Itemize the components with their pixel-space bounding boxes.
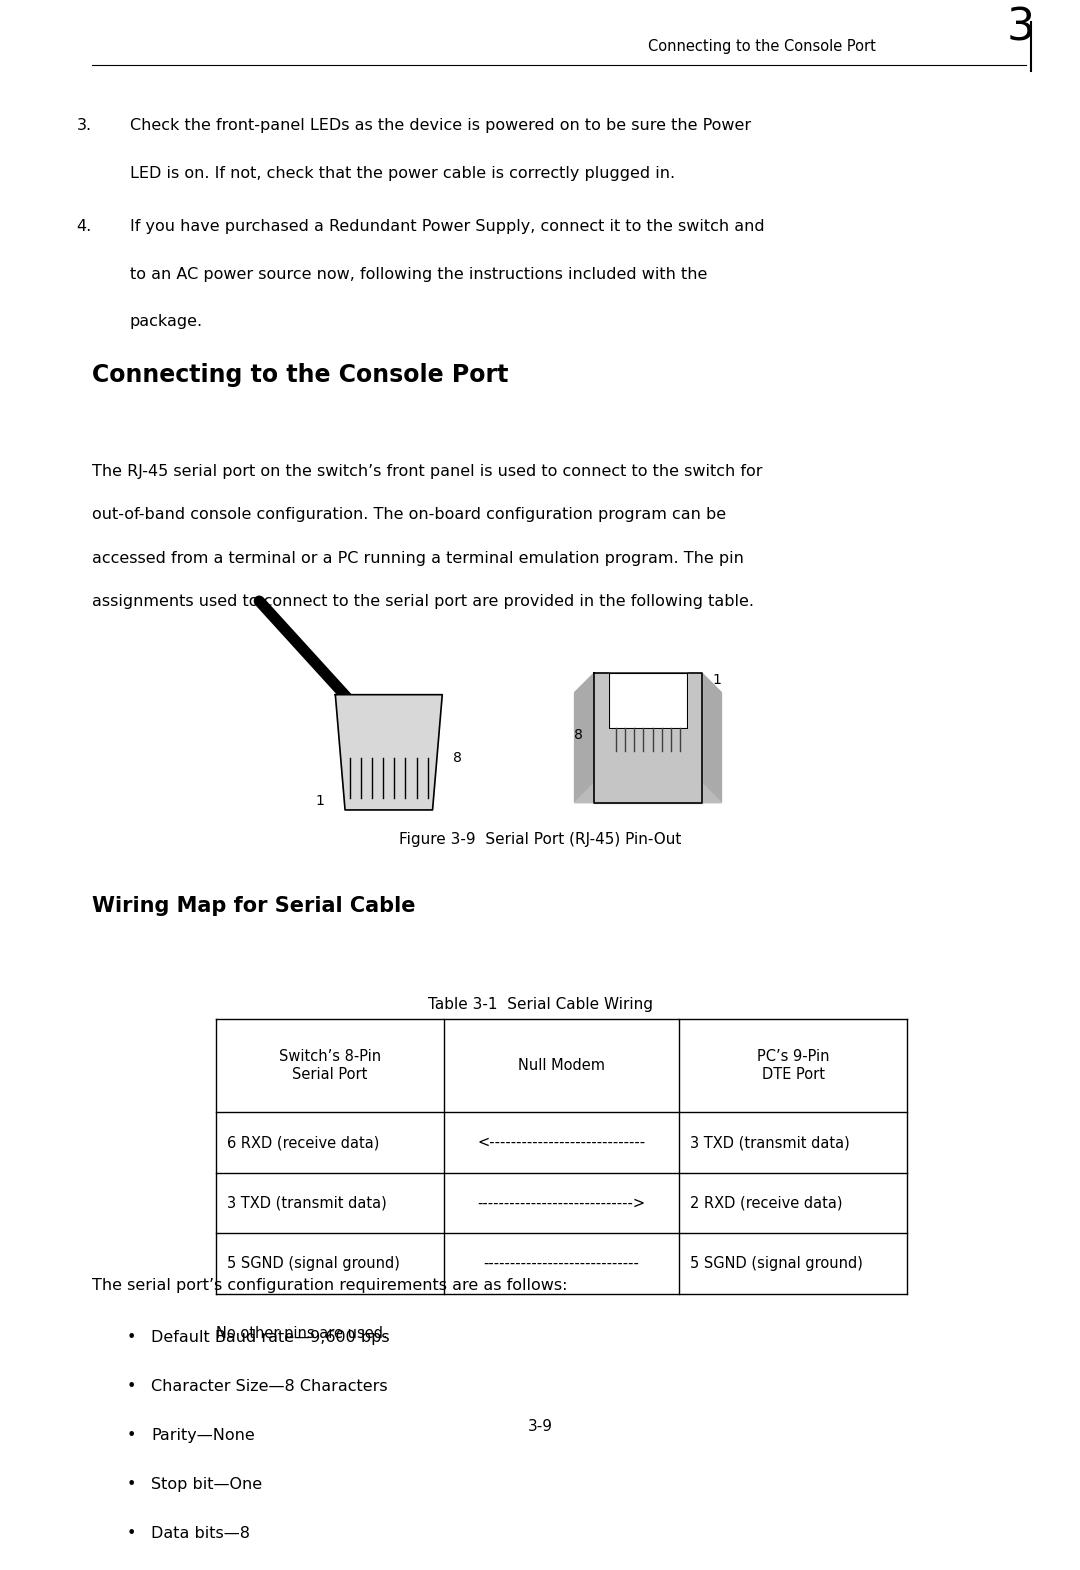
Text: 3 TXD (transmit data): 3 TXD (transmit data) [690,1135,850,1151]
Text: Check the front-panel LEDs as the device is powered on to be sure the Power: Check the front-panel LEDs as the device… [130,118,751,133]
Text: Switch’s 8-Pin
Serial Port: Switch’s 8-Pin Serial Port [279,1049,381,1082]
Text: 5 SGND (signal ground): 5 SGND (signal ground) [690,1256,863,1272]
Text: 3: 3 [1007,6,1035,49]
Text: 8: 8 [454,750,462,765]
Text: package.: package. [130,314,203,330]
Text: Connecting to the Console Port: Connecting to the Console Port [92,363,509,388]
Text: Default Baud rate—9,600 bps: Default Baud rate—9,600 bps [151,1330,390,1345]
Text: Figure 3-9  Serial Port (RJ-45) Pin-Out: Figure 3-9 Serial Port (RJ-45) Pin-Out [399,832,681,846]
Text: •: • [127,1378,136,1394]
Text: Connecting to the Console Port: Connecting to the Console Port [648,39,876,53]
Text: Parity—None: Parity—None [151,1429,255,1443]
Text: 3.: 3. [77,118,92,133]
Text: ----------------------------->: -----------------------------> [477,1196,646,1210]
Text: out-of-band console configuration. The on-board configuration program can be: out-of-band console configuration. The o… [92,507,726,523]
Text: Character Size—8 Characters: Character Size—8 Characters [151,1378,388,1394]
Polygon shape [594,674,702,802]
Text: •: • [127,1477,136,1492]
Text: 1: 1 [713,674,721,688]
Text: The RJ-45 serial port on the switch’s front panel is used to connect to the swit: The RJ-45 serial port on the switch’s fr… [92,465,762,479]
Text: 1: 1 [315,794,324,809]
Polygon shape [609,674,687,727]
Text: Data bits—8: Data bits—8 [151,1526,251,1540]
Polygon shape [575,783,721,802]
Text: 5 SGND (signal ground): 5 SGND (signal ground) [227,1256,400,1272]
Text: to an AC power source now, following the instructions included with the: to an AC power source now, following the… [130,267,707,281]
Text: PC’s 9-Pin
DTE Port: PC’s 9-Pin DTE Port [757,1049,829,1082]
Text: 4.: 4. [77,220,92,234]
Text: 2 RXD (receive data): 2 RXD (receive data) [690,1196,842,1210]
Polygon shape [335,694,443,810]
Text: •: • [127,1526,136,1540]
Text: Table 3-1  Serial Cable Wiring: Table 3-1 Serial Cable Wiring [428,997,652,1013]
Text: Stop bit—One: Stop bit—One [151,1477,262,1492]
Text: -----------------------------: ----------------------------- [484,1256,639,1272]
Text: accessed from a terminal or a PC running a terminal emulation program. The pin: accessed from a terminal or a PC running… [92,551,744,565]
Text: 3-9: 3-9 [527,1419,553,1435]
Text: assignments used to connect to the serial port are provided in the following tab: assignments used to connect to the seria… [92,593,754,609]
Text: No other pins are used.: No other pins are used. [216,1325,388,1341]
Text: •: • [127,1429,136,1443]
Text: LED is on. If not, check that the power cable is correctly plugged in.: LED is on. If not, check that the power … [130,166,675,181]
Text: 6 RXD (receive data): 6 RXD (receive data) [227,1135,379,1151]
Text: 8: 8 [575,728,583,741]
Text: If you have purchased a Redundant Power Supply, connect it to the switch and: If you have purchased a Redundant Power … [130,220,765,234]
Text: •: • [127,1330,136,1345]
Polygon shape [702,674,721,802]
Text: The serial port’s configuration requirements are as follows:: The serial port’s configuration requirem… [92,1278,567,1294]
Text: 3 TXD (transmit data): 3 TXD (transmit data) [227,1196,387,1210]
Text: <-----------------------------: <----------------------------- [477,1135,646,1151]
Text: Null Modem: Null Modem [518,1058,605,1074]
Text: Wiring Map for Serial Cable: Wiring Map for Serial Cable [92,896,416,917]
Polygon shape [575,674,594,802]
